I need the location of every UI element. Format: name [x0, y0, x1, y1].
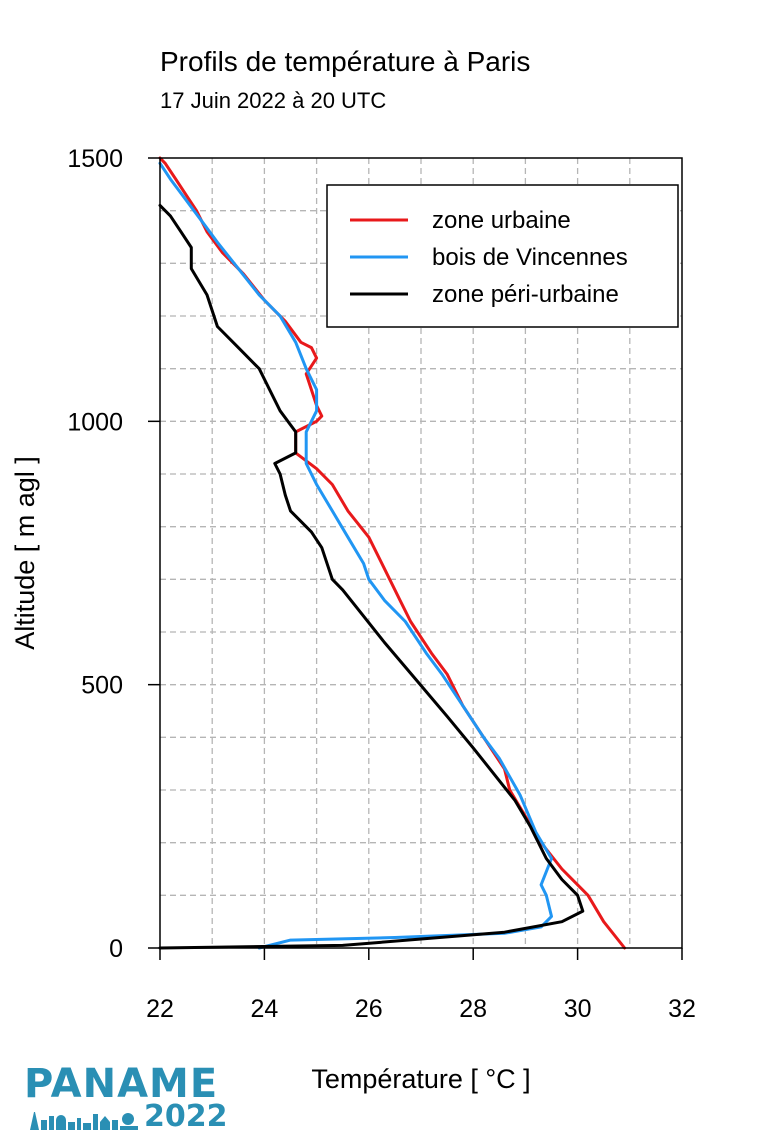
series-line-1	[158, 161, 553, 950]
x-axis-ticks: 22 24 26 28 30 32	[146, 948, 696, 1023]
y-axis-label: Altitude [ m agl ]	[10, 456, 40, 650]
y-tick-label: 1000	[67, 408, 123, 436]
y-tick-label: 1500	[67, 145, 123, 173]
chart-title: Profils de température à Paris	[160, 46, 531, 77]
x-tick-label: 22	[146, 995, 174, 1023]
legend-label-2: zone péri-urbaine	[432, 281, 619, 308]
series-line-2	[158, 203, 585, 950]
series-lines	[158, 156, 627, 950]
legend-label-1: bois de Vincennes	[432, 244, 628, 271]
y-axis-ticks: 0 500 1000 1500	[67, 145, 160, 963]
x-tick-label: 30	[564, 995, 592, 1023]
y-tick-label: 500	[81, 672, 123, 700]
logo-name: PANAME	[24, 1061, 219, 1107]
paname-logo: PANAME 2022	[24, 1064, 234, 1134]
y-tick-label: 0	[109, 935, 123, 963]
x-tick-label: 32	[668, 995, 696, 1023]
legend-label-0: zone urbaine	[432, 207, 571, 234]
x-tick-label: 24	[250, 995, 278, 1023]
legend: zone urbaine bois de Vincennes zone péri-u…	[326, 184, 679, 328]
x-axis-label: Température [ °C ]	[311, 1064, 530, 1094]
x-tick-label: 28	[459, 995, 487, 1023]
x-tick-label: 26	[355, 995, 383, 1023]
logo-year: 2022	[144, 1099, 228, 1134]
chart-subtitle: 17 Juin 2022 à 20 UTC	[160, 88, 387, 113]
plot-frame	[159, 157, 683, 949]
paris-skyline-icon	[30, 1112, 138, 1130]
